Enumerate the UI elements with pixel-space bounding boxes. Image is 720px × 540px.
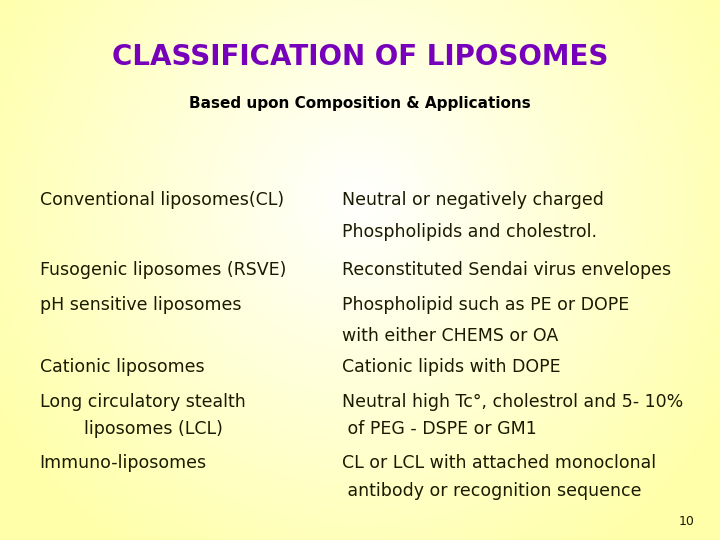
Text: of PEG - DSPE or GM1: of PEG - DSPE or GM1 — [342, 420, 536, 438]
Text: CL or LCL with attached monoclonal: CL or LCL with attached monoclonal — [342, 454, 656, 472]
Text: Phospholipids and cholestrol.: Phospholipids and cholestrol. — [342, 223, 597, 241]
Text: Long circulatory stealth: Long circulatory stealth — [40, 393, 246, 411]
Text: Reconstituted Sendai virus envelopes: Reconstituted Sendai virus envelopes — [342, 261, 671, 279]
Text: Neutral or negatively charged: Neutral or negatively charged — [342, 191, 604, 209]
Text: 10: 10 — [679, 515, 695, 528]
Text: Conventional liposomes(CL): Conventional liposomes(CL) — [40, 191, 284, 209]
Text: liposomes (LCL): liposomes (LCL) — [40, 420, 222, 438]
Text: Phospholipid such as PE or DOPE: Phospholipid such as PE or DOPE — [342, 296, 629, 314]
Text: Immuno-liposomes: Immuno-liposomes — [40, 454, 207, 472]
Text: pH sensitive liposomes: pH sensitive liposomes — [40, 296, 241, 314]
Text: Cationic liposomes: Cationic liposomes — [40, 358, 204, 376]
Text: CLASSIFICATION OF LIPOSOMES: CLASSIFICATION OF LIPOSOMES — [112, 43, 608, 71]
Text: antibody or recognition sequence: antibody or recognition sequence — [342, 482, 642, 501]
Text: Based upon Composition & Applications: Based upon Composition & Applications — [189, 96, 531, 111]
Text: Neutral high Tc°, cholestrol and 5- 10%: Neutral high Tc°, cholestrol and 5- 10% — [342, 393, 683, 411]
Text: Cationic lipids with DOPE: Cationic lipids with DOPE — [342, 358, 561, 376]
Text: Fusogenic liposomes (RSVE): Fusogenic liposomes (RSVE) — [40, 261, 286, 279]
Text: with either CHEMS or OA: with either CHEMS or OA — [342, 327, 558, 345]
